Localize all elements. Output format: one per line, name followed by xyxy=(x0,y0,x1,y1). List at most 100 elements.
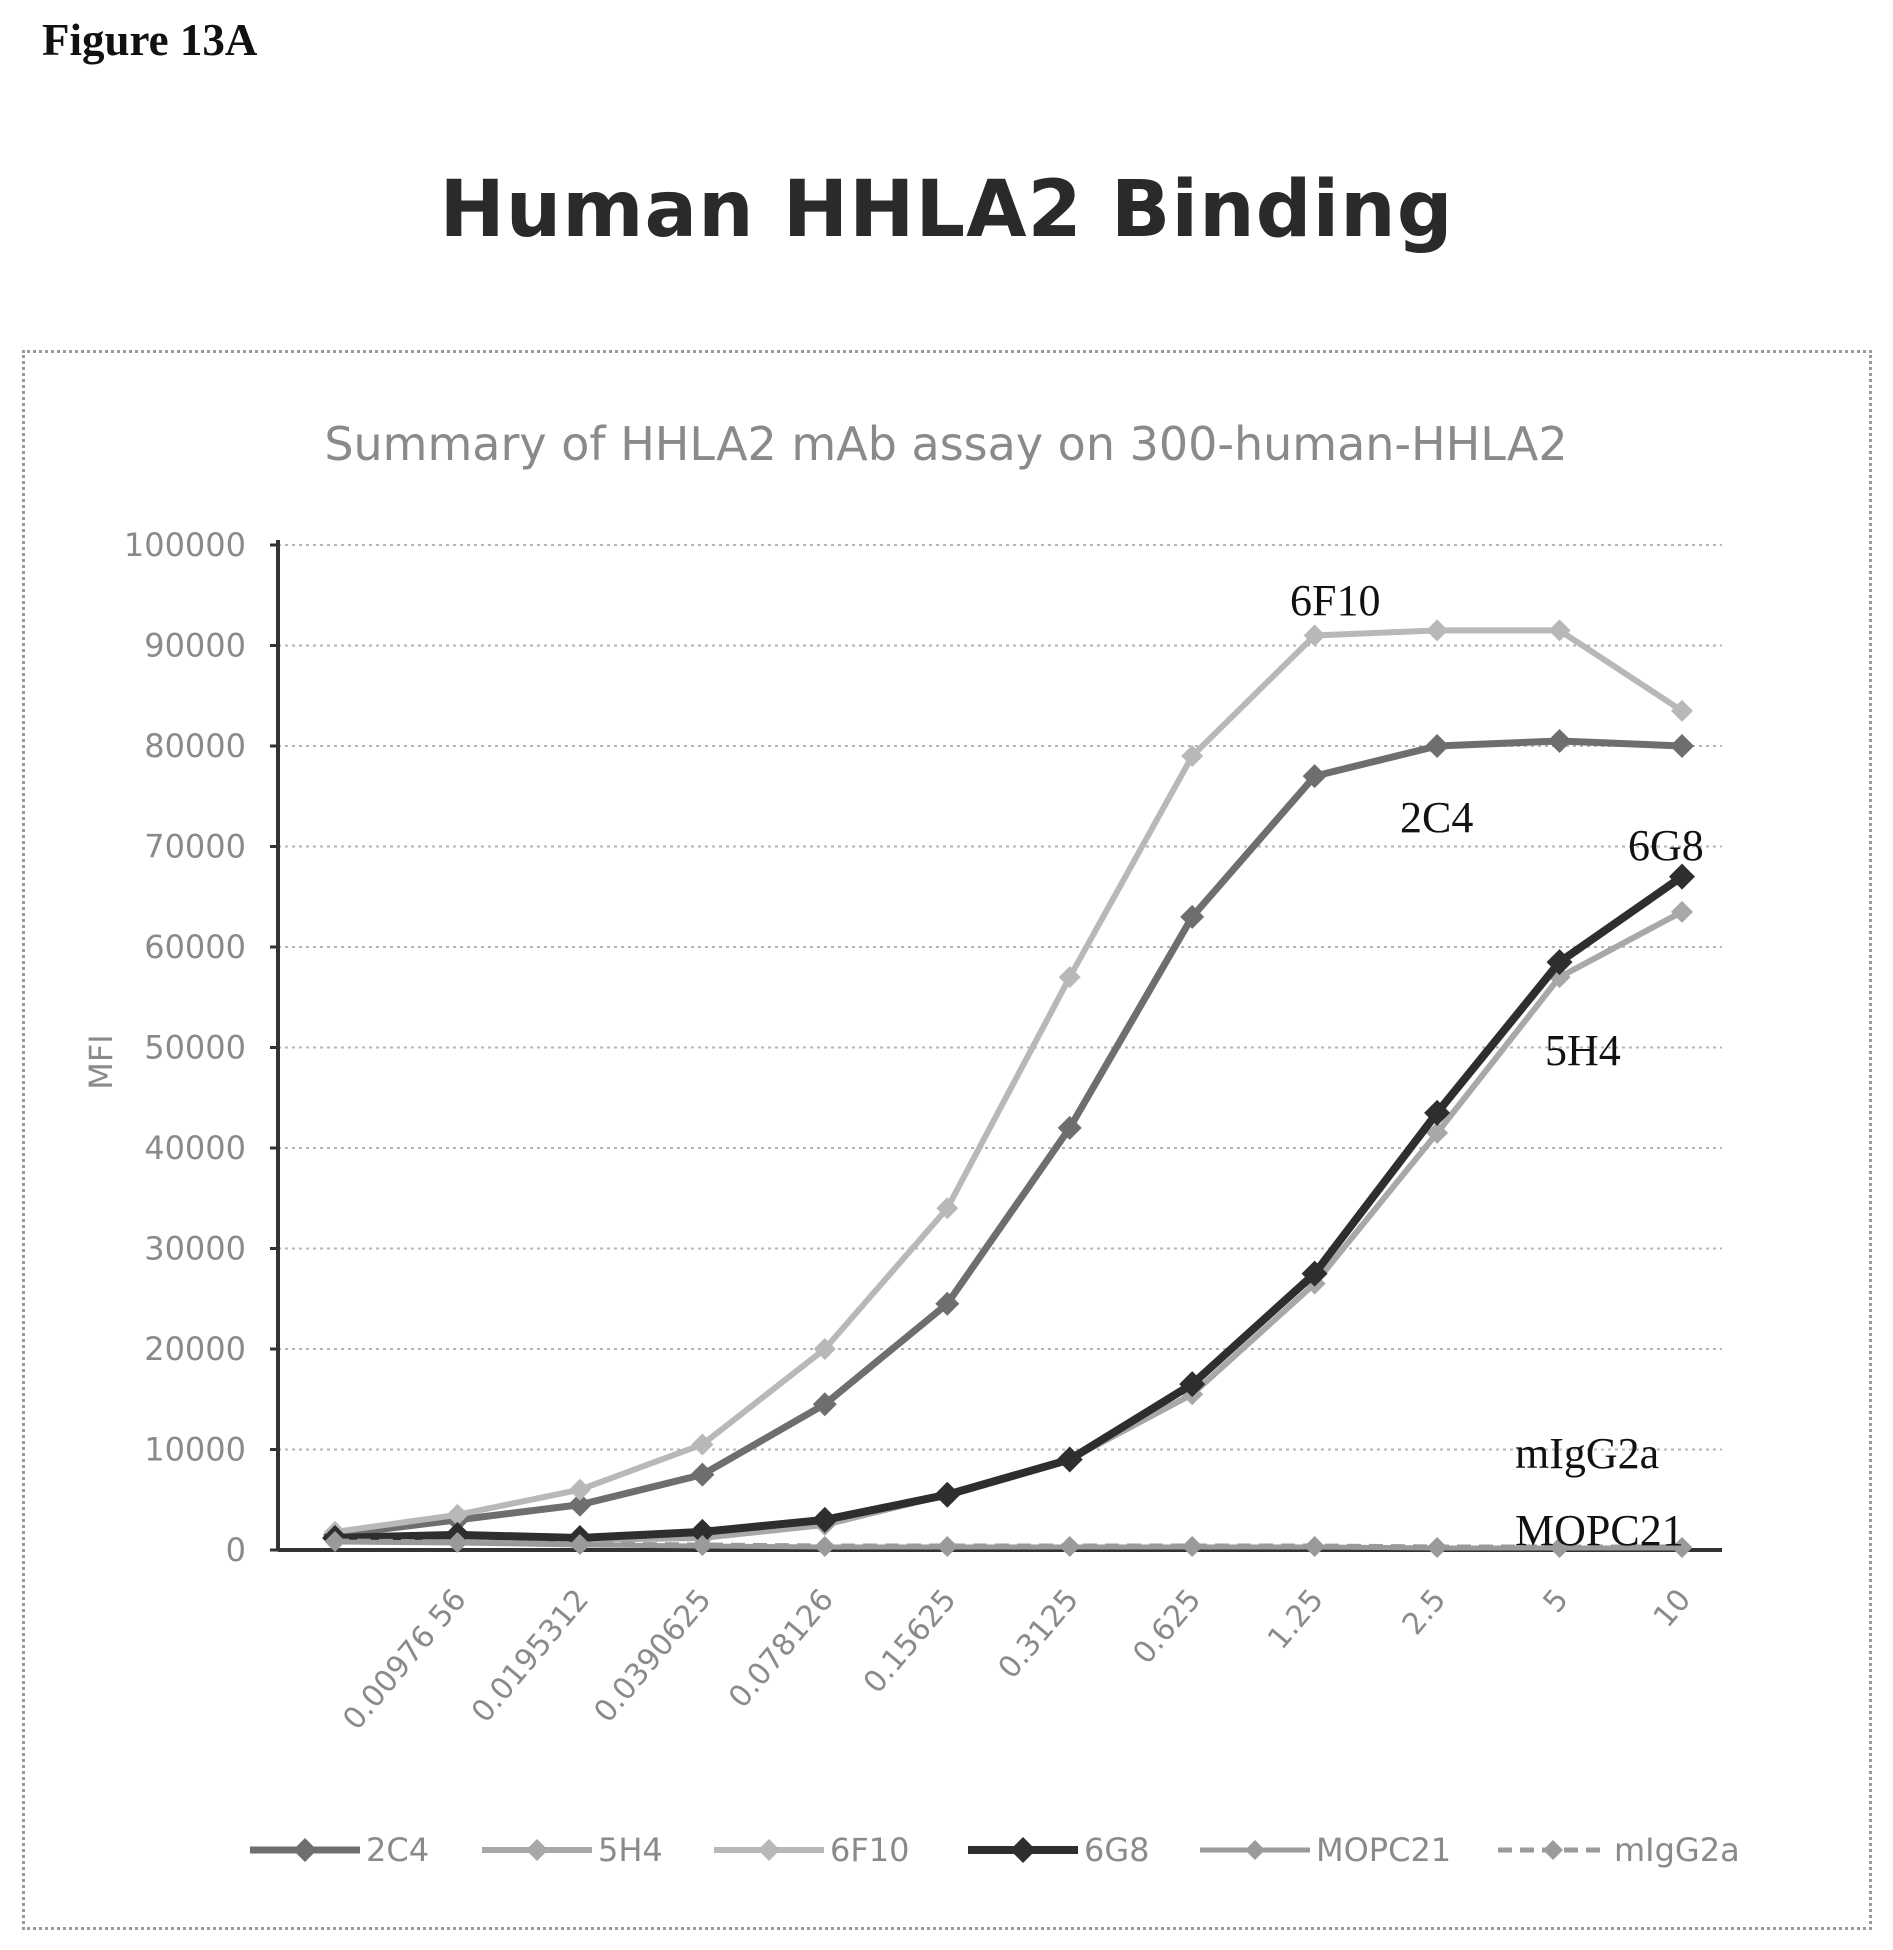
series-2C4 xyxy=(323,728,1694,1547)
y-tick-label: 40000 xyxy=(144,1129,246,1167)
legend-marker xyxy=(293,1838,317,1862)
figure-label: Figure 13A xyxy=(42,15,258,65)
y-tick-label: 90000 xyxy=(144,627,246,665)
data-point xyxy=(936,1197,959,1220)
data-point xyxy=(568,1478,591,1501)
data-point xyxy=(325,1530,345,1551)
series-6F10 xyxy=(324,619,1693,1543)
legend-marker xyxy=(1245,1840,1265,1860)
data-point xyxy=(1427,1536,1448,1557)
series-line xyxy=(334,627,1684,1535)
data-point xyxy=(692,1534,713,1555)
chart-frame xyxy=(22,350,1872,1930)
legend-item-6G8: 6G8 xyxy=(968,1831,1150,1869)
series-line xyxy=(334,909,1684,1543)
data-point xyxy=(1546,949,1573,976)
x-tick-label: 5 xyxy=(1537,1583,1576,1620)
data-point xyxy=(813,1338,836,1360)
x-tick-label: 0.625 xyxy=(1126,1583,1208,1671)
data-point xyxy=(1304,1535,1325,1556)
data-point xyxy=(1672,1536,1692,1557)
data-point xyxy=(1057,1115,1082,1140)
x-tick-label: 0.078126 xyxy=(722,1583,841,1715)
data-point xyxy=(812,1392,837,1417)
x-tick-label: 10 xyxy=(1647,1583,1698,1635)
data-point xyxy=(1302,764,1327,789)
data-point xyxy=(1549,1536,1570,1557)
y-tick-label: 10000 xyxy=(144,1431,246,1469)
data-point xyxy=(567,1492,592,1517)
y-tick-label: 80000 xyxy=(144,727,246,765)
legend-marker xyxy=(526,1839,548,1861)
data-point xyxy=(1425,734,1450,758)
data-point xyxy=(447,1531,468,1552)
data-point xyxy=(1671,699,1693,722)
legend-marker xyxy=(1543,1840,1563,1860)
data-point xyxy=(811,1506,838,1533)
x-tick-label: 0.0195312 xyxy=(465,1583,596,1730)
data-point xyxy=(1669,863,1695,890)
y-tick-label: 50000 xyxy=(144,1029,246,1067)
legend-label: MOPC21 xyxy=(1316,1831,1451,1869)
legend-label: 5H4 xyxy=(598,1831,663,1869)
data-point xyxy=(1671,900,1693,923)
x-tick-label: 0.00976 56 xyxy=(336,1583,473,1737)
x-tick-label: 0.0390625 xyxy=(587,1583,718,1730)
series-mIgG2a xyxy=(325,1530,1692,1557)
series-line xyxy=(334,1538,1682,1550)
legend-item-mIgG2a: mIgG2a xyxy=(1498,1831,1740,1869)
data-point xyxy=(1180,904,1205,929)
legend-item-5H4: 5H4 xyxy=(482,1831,663,1869)
legend-label: 6G8 xyxy=(1084,1831,1150,1869)
legend-item-2C4: 2C4 xyxy=(250,1831,429,1869)
x-tick-label: 2.5 xyxy=(1396,1583,1453,1642)
data-point xyxy=(1182,1535,1203,1556)
data-point xyxy=(1301,1260,1328,1287)
annotation-6G8: 6G8 xyxy=(1628,821,1704,870)
data-point xyxy=(1059,1535,1080,1556)
data-point xyxy=(1426,619,1449,642)
y-tick-label: 100000 xyxy=(124,526,246,564)
data-point xyxy=(1424,1099,1451,1126)
legend-item-6F10: 6F10 xyxy=(714,1831,909,1869)
legend-label: 2C4 xyxy=(366,1831,429,1869)
y-tick-label: 70000 xyxy=(144,828,246,866)
data-point xyxy=(446,1503,469,1526)
series-line xyxy=(334,737,1683,1539)
annotation-MOPC21: MOPC21 xyxy=(1515,1506,1684,1555)
data-point xyxy=(569,1533,590,1554)
y-tick-label: 60000 xyxy=(144,928,246,966)
data-point xyxy=(1058,966,1081,989)
data-point xyxy=(1426,1121,1449,1144)
annotation-mIgG2a: mIgG2a xyxy=(1515,1429,1659,1478)
y-tick-label: 0 xyxy=(226,1531,246,1569)
data-point xyxy=(689,1518,716,1545)
x-tick-label: 0.3125 xyxy=(992,1583,1086,1686)
legend-marker xyxy=(758,1839,780,1861)
chart-title: Summary of HHLA2 mAb assay on 300-human-… xyxy=(324,417,1567,471)
annotation-6F10: 6F10 xyxy=(1290,576,1380,625)
y-tick-labels: 0 10000 20000 30000 40000 50000 60000 70000 8000… xyxy=(124,526,278,1569)
data-point xyxy=(1670,734,1694,758)
data-point xyxy=(1548,619,1571,642)
data-point xyxy=(1547,728,1572,753)
data-point xyxy=(1179,1371,1206,1398)
legend-label: mIgG2a xyxy=(1614,1831,1740,1869)
series-line xyxy=(334,873,1685,1542)
data-point xyxy=(935,1291,960,1316)
legend-label: 6F10 xyxy=(830,1831,909,1869)
data-point xyxy=(690,1462,715,1487)
y-tick-label: 30000 xyxy=(144,1230,246,1268)
data-point xyxy=(691,1433,714,1456)
gridlines xyxy=(278,544,1722,1451)
annotation-2C4: 2C4 xyxy=(1400,793,1473,842)
series-5H4 xyxy=(324,900,1693,1551)
legend: 2C4 5H4 6F10 6G8 MOPC21 mIgG2a xyxy=(250,1831,1740,1869)
data-point xyxy=(1303,624,1326,647)
data-point xyxy=(937,1535,958,1556)
x-tick-label: 0.15625 xyxy=(857,1583,964,1701)
annotation-5H4: 5H4 xyxy=(1545,1026,1621,1075)
series-annotations: 6F10 2C4 6G8 5H4 mIgG2a MOPC21 xyxy=(1290,576,1704,1555)
